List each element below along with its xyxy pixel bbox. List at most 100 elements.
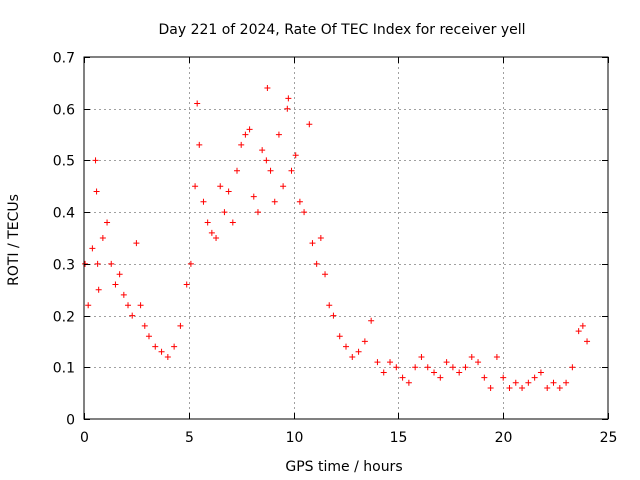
x-tick-label: 10 — [286, 430, 304, 446]
data-point — [443, 359, 450, 366]
data-point — [264, 85, 271, 92]
data-point — [519, 384, 526, 391]
data-point — [112, 281, 119, 288]
data-point — [177, 322, 184, 329]
data-point — [393, 364, 400, 371]
data-point — [89, 245, 96, 252]
data-point — [284, 105, 291, 112]
data-point — [152, 343, 159, 350]
data-point — [137, 302, 144, 309]
data-point — [399, 374, 406, 381]
data-point — [579, 322, 586, 329]
x-tick-label: 25 — [600, 430, 618, 446]
axis-ticks: 0 5 10 15 20 25 0 0.1 0.2 0.3 0.4 0.5 0.6 0.7 — [53, 51, 618, 447]
data-point — [468, 353, 475, 360]
data-point — [405, 379, 412, 386]
y-tick-label: 0.4 — [53, 206, 75, 222]
data-point — [194, 100, 201, 107]
y-axis-label: ROTI / TECUs — [6, 194, 22, 286]
data-point — [475, 359, 482, 366]
data-point — [550, 379, 557, 386]
data-point — [116, 271, 123, 278]
data-point — [95, 286, 102, 293]
data-point — [424, 364, 431, 371]
data-point — [158, 348, 165, 355]
data-point — [275, 131, 282, 138]
data-point — [575, 328, 582, 335]
data-point — [164, 353, 171, 360]
data-point — [326, 302, 333, 309]
data-point — [361, 338, 368, 345]
data-point — [313, 260, 320, 267]
data-point — [531, 374, 538, 381]
data-point — [418, 353, 425, 360]
data-point — [250, 193, 257, 200]
data-point — [481, 374, 488, 381]
data-point — [280, 183, 287, 190]
data-point — [225, 188, 232, 195]
data-point — [129, 312, 136, 319]
chart-title: Day 221 of 2024, Rate Of TEC Index for r… — [158, 22, 525, 38]
data-point — [208, 229, 215, 236]
data-point — [563, 379, 570, 386]
data-point — [238, 141, 245, 148]
data-point — [512, 379, 519, 386]
y-tick-label: 0.6 — [53, 103, 75, 119]
data-point — [412, 364, 419, 371]
data-point — [99, 235, 106, 241]
data-point — [456, 369, 463, 376]
data-point — [104, 219, 111, 226]
data-point — [82, 260, 89, 267]
data-point — [229, 219, 236, 226]
data-point — [196, 141, 203, 148]
data-point — [309, 240, 316, 247]
data-point — [374, 359, 381, 366]
data-point — [259, 147, 266, 154]
data-point — [288, 167, 295, 174]
data-points — [82, 85, 591, 391]
grid-lines — [84, 57, 608, 419]
y-tick-label: 0.3 — [53, 258, 75, 274]
data-point — [292, 152, 299, 159]
data-point — [108, 260, 115, 267]
data-point — [92, 157, 99, 164]
data-point — [192, 183, 199, 190]
y-tick-label: 0.5 — [53, 154, 75, 170]
data-point — [85, 302, 92, 309]
data-point — [306, 121, 313, 128]
data-point — [145, 333, 152, 340]
data-point — [254, 209, 261, 216]
data-point — [500, 374, 507, 381]
data-point — [336, 333, 343, 340]
x-tick-label: 0 — [80, 430, 89, 446]
data-point — [221, 209, 228, 216]
x-axis-label: GPS time / hours — [285, 459, 402, 475]
y-tick-label: 0 — [66, 413, 75, 429]
data-point — [317, 235, 324, 241]
x-tick-label: 5 — [185, 430, 194, 446]
data-point — [301, 209, 308, 216]
data-point — [141, 322, 148, 329]
data-point — [246, 126, 253, 133]
data-point — [267, 167, 274, 174]
data-point — [133, 240, 140, 247]
data-point — [387, 359, 394, 366]
data-point — [487, 384, 494, 391]
data-point — [242, 131, 249, 138]
data-point — [493, 353, 500, 360]
data-point — [93, 188, 100, 195]
data-point — [120, 291, 127, 298]
data-point — [537, 369, 544, 376]
data-point — [544, 384, 551, 391]
data-point — [125, 302, 132, 309]
data-point — [94, 260, 101, 267]
x-tick-label: 20 — [495, 430, 513, 446]
data-point — [234, 167, 241, 174]
data-point — [204, 219, 211, 226]
data-point — [183, 281, 190, 288]
y-tick-label: 0.1 — [53, 361, 75, 377]
data-point — [343, 343, 349, 350]
data-point — [213, 235, 220, 241]
data-point — [569, 364, 576, 371]
